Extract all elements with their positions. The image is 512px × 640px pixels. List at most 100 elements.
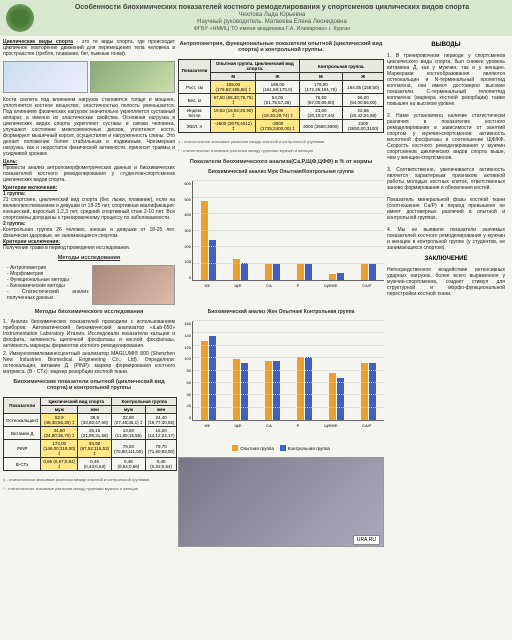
table-cell: Остеокальцин‡ [4, 414, 41, 427]
table-cell: 34,80 (24,80;36,70) ‡ [41, 427, 78, 440]
c2: 2. Нами установлено наличие статистическ… [387, 113, 505, 161]
logo-icon [6, 4, 34, 32]
bar-group [361, 321, 376, 420]
table-cell: Вес, кг [179, 94, 211, 107]
table-row: Витамин Д34,80 (24,80;36,70) ‡25,15 (21,… [4, 427, 177, 440]
chart-legend: Опытная группа Контрольная группа [178, 445, 384, 451]
table-row: Индекс Кетле19,83 (18,92;20,90) ‡20,00 (… [179, 107, 384, 120]
bar-group [233, 321, 248, 420]
bar-exp [265, 264, 272, 280]
table-cell: 0,86 (0,67;0,94) ‡ [41, 458, 78, 471]
footnote2b: * - статистически значимые различия межд… [178, 148, 384, 153]
th: жен [78, 406, 112, 414]
table-cell: Индекс Кетле [179, 107, 211, 120]
image-credit: URA.RU [353, 535, 380, 545]
table-row: Остеокальцин‡52,9 (48,30;56,30) ‡38,9 (3… [4, 414, 177, 427]
table-cell: 0,46 (0,43;0,53) [78, 458, 112, 471]
chart2-subtitle: Биохимический анализ Жен Опытная/ Контро… [178, 309, 384, 315]
th: М [211, 73, 256, 81]
bar-group [297, 321, 312, 420]
bar-ctrl [273, 264, 280, 280]
bio2: 2. Иммунохемилюминесцентный анализатор M… [3, 351, 175, 375]
table-cell: 56,00 (54,00;65,00) [343, 94, 384, 107]
table1: Показатели Циклический вид спорта Контро… [3, 397, 177, 471]
th: Показатели [4, 398, 41, 414]
table-cell: 22,65 (20,42;24,59) [343, 107, 384, 120]
right-column: ВЫВОДЫ 1. В тренировочном периоде у спор… [387, 39, 505, 547]
legend-exp: Опытная группа [232, 445, 274, 451]
th: Контрольная группа [112, 398, 177, 406]
table-cell: 13,50 (11,85;15,55) [112, 427, 146, 440]
th: Ж [256, 73, 299, 81]
table-cell: 2300 (2650,00;3100) [343, 120, 384, 133]
chart-main-title: Показатели биохимического анализа(Са,Р,Щ… [178, 159, 384, 165]
sport-images [3, 61, 175, 93]
c1: 1. В тренировочном периоде у спортсменов… [387, 53, 505, 107]
table-header-row: Показатели Циклический вид спорта Контро… [4, 398, 177, 406]
c4: Показатель минеральной фазы костной ткан… [387, 197, 505, 221]
table-row: Вес, кг67,50 (65,30;79,75) ‡54,00 (51,75… [179, 94, 384, 107]
table-cell: 3000 (3650;3900) [299, 120, 343, 133]
conclusions-title: ВЫВОДЫ [387, 42, 505, 48]
table-cell: 20,00 (19,30;20,74) ‡ [256, 107, 299, 120]
bar-ctrl [305, 357, 312, 420]
bar-exp [329, 373, 336, 420]
table-cell: Витамин Д [4, 427, 41, 440]
bar-ctrl [305, 264, 312, 280]
table-cell: 54,00 (51,75;57,25) [256, 94, 299, 107]
affiliation: ФГБУ «НМИЦ ТО имени академика Г.А. Илиза… [38, 26, 506, 32]
bio-title: Методы биохимического исследования [3, 309, 175, 315]
g2-text: Контрольная группа 26 человек, юноши и д… [3, 227, 175, 239]
th: муж [41, 406, 78, 414]
table-cell: 165,00 (161,50;170,0) [256, 81, 299, 94]
table-cell: -3000 (1725;2400,00) ‡ [256, 120, 299, 133]
th: Ж [343, 73, 384, 81]
th: Циклический вид спорта [41, 398, 112, 406]
footnote2: * - статистически значимые различия межд… [3, 486, 175, 491]
table-cell: ЖЕЛ, л [179, 120, 211, 133]
supervisor: Научный руководитель: Матвеева Елена Лео… [38, 19, 506, 25]
poster-title: Особенности биохимических показателей ко… [38, 4, 506, 11]
statue-image [178, 457, 384, 547]
author: Чехлова Лада Юрьевна [38, 12, 506, 18]
table-cell: 185,00 (179,52;185,50) ‡ [211, 81, 256, 94]
left-column: Циклические виды спорта - это те виды сп… [3, 39, 175, 547]
chart1-subtitle: Биохимический анализ Муж Опытная/Контрол… [178, 169, 384, 175]
footnote1: ‡ - статистически значимые различия межд… [3, 477, 175, 482]
method-item: Статистический анализ полученных данных [7, 289, 89, 301]
table-cell: 79,50 (79,80;111,50) [112, 440, 146, 458]
methods-title: Методы исследования [3, 255, 175, 261]
bar-ctrl [369, 363, 376, 420]
bar-exp [361, 264, 368, 280]
g1-text: 21 спортсмен, циклический вид спорта (бе… [3, 197, 175, 221]
ski-image [3, 61, 88, 93]
table-row: PINP173,00 (149,00;218,00) ‡94,90 (87,52… [4, 440, 177, 458]
criteria-block: Критерии включения: 1 группа: 21 спортсм… [3, 185, 175, 251]
content-grid: Циклические виды спорта - это те виды сп… [0, 36, 512, 550]
final-title: ЗАКЛЮЧЕНИЕ [387, 256, 505, 262]
table-cell: PINP [4, 440, 41, 458]
definition-block: Циклические виды спорта - это те виды сп… [3, 39, 175, 57]
bar-exp [201, 341, 208, 420]
table2-title: Антропометрия, функциональные показатели… [178, 41, 384, 53]
bio1: 1. Анализ биохимических показателей пров… [3, 319, 175, 349]
chart2: 160140120100806040200 КФЩФCAPЩФ/КФCA/P [178, 321, 384, 441]
th: Опытная группа. Циклический вид спорта. [211, 60, 300, 73]
table2: Показатели Опытная группа. Циклический в… [178, 59, 384, 133]
bar-exp [297, 264, 304, 280]
table-cell: 0,40 (0,33;0,54) [145, 458, 177, 471]
table-row: Рост, см185,00 (179,52;185,50) ‡165,00 (… [179, 81, 384, 94]
table-cell: 25,15 (21,95;31,56) [78, 427, 112, 440]
middle-column: Антропометрия, функциональные показатели… [178, 39, 384, 547]
table-cell: 173,00 (149,00;218,00) ‡ [41, 440, 78, 458]
run-image [90, 61, 175, 93]
th: М [299, 73, 343, 81]
statue-wrapper: URA.RU [178, 457, 384, 547]
th: жен [145, 406, 177, 414]
table-row: ЖЕЛ, л-4600 (3075;4012) ‡-3000 (1725;240… [179, 120, 384, 133]
bar-exp [233, 359, 240, 420]
methods-row: Антропометрия Морфометрия Функциональные… [3, 265, 175, 305]
table-cell: 94,90 (87,52;116,53) ‡ [78, 440, 112, 458]
c3: 3. Соответственно, увеличивается активно… [387, 167, 505, 191]
exc-text: Получение травм в период проведения иссл… [3, 245, 130, 251]
